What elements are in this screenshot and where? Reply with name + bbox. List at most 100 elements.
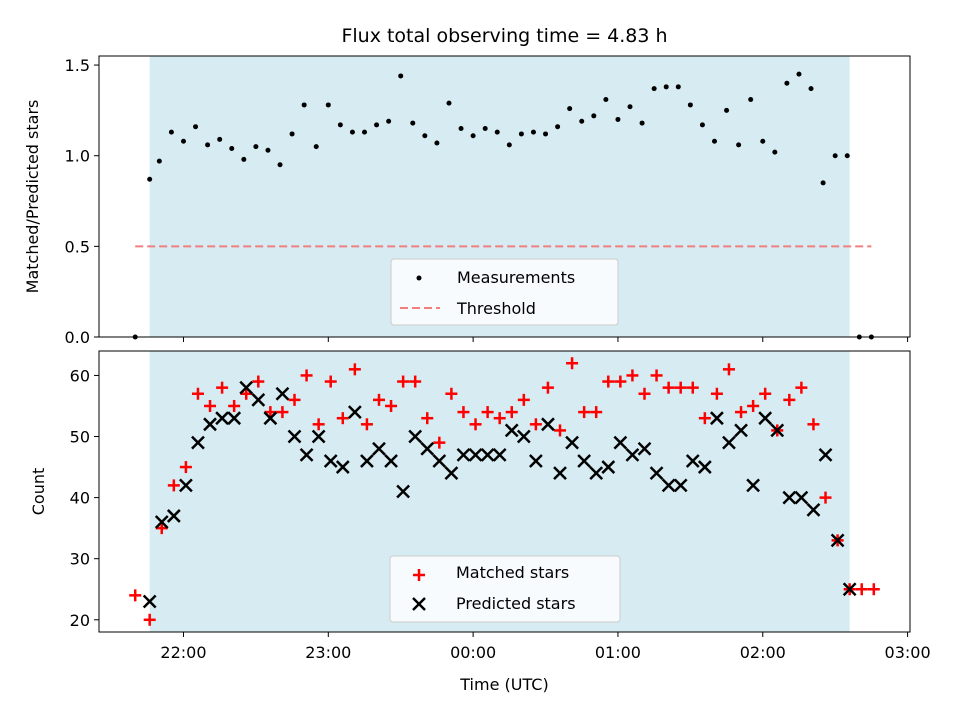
matched-star-point	[469, 418, 482, 431]
predicted-star-point	[275, 386, 290, 401]
bottom-y-axis-label: Count	[29, 468, 48, 516]
matched-star-point	[276, 406, 289, 419]
predicted-star-point	[528, 454, 543, 468]
x-tick-label: 03:00	[885, 643, 931, 662]
bottom-legend: Matched stars Predicted stars	[389, 555, 621, 623]
measurement-point	[772, 149, 778, 155]
measurement-point	[374, 122, 380, 128]
measurement-point	[748, 97, 754, 103]
bottom-x-tick-labels: 22:00 23:00 00:00 01:00 02:00 03:00	[160, 643, 930, 662]
bottom-y-tick-label: 20	[70, 611, 90, 630]
measurement-point	[422, 133, 428, 139]
predicted-star-point	[794, 490, 809, 505]
matched-star-point	[759, 387, 772, 400]
bottom-y-tick-label: 50	[70, 428, 90, 447]
matched-star-point	[191, 387, 204, 400]
x-tick-label: 22:00	[160, 643, 206, 662]
matched-star-point	[493, 412, 506, 425]
measurement-point	[663, 84, 669, 90]
legend-measurements-label: Measurements	[457, 268, 575, 287]
matched-star-point	[433, 436, 446, 449]
top-y-axis-label: Matched/Predicted stars	[23, 100, 42, 294]
measurement-point	[313, 144, 319, 150]
top-y-tick-label: 0.0	[65, 328, 90, 347]
predicted-star-point	[758, 411, 773, 426]
x-tick-label: 02:00	[740, 643, 786, 662]
matched-star-point	[505, 406, 518, 419]
predicted-star-point	[734, 423, 748, 438]
predicted-star-point	[372, 441, 386, 456]
matched-star-point	[300, 369, 313, 382]
predicted-star-point	[818, 447, 833, 462]
measurement-point	[603, 97, 609, 103]
measurement-point	[736, 142, 742, 148]
measurement-point	[168, 129, 174, 135]
predicted-stars-points	[142, 380, 857, 609]
predicted-star-point	[504, 423, 519, 438]
bottom-y-tick-label: 40	[70, 489, 90, 508]
top-plot-frame	[98, 55, 911, 338]
matched-star-point	[324, 375, 337, 388]
matched-star-point	[252, 375, 265, 388]
measurement-point	[277, 162, 283, 168]
measurement-point	[301, 102, 307, 108]
matched-star-point	[867, 583, 880, 596]
predicted-star-point	[601, 460, 616, 474]
measurement-point	[784, 80, 790, 86]
measurement-point	[180, 138, 186, 144]
matched-star-point	[578, 406, 591, 419]
measurement-point	[229, 145, 235, 151]
predicted-star-point	[432, 454, 447, 468]
matched-star-point	[179, 461, 192, 474]
measurement-point	[699, 122, 705, 128]
predicted-star-point	[166, 509, 181, 523]
legend-matched-marker	[413, 569, 425, 581]
predicted-star-point	[782, 490, 797, 505]
predicted-star-point	[239, 380, 254, 395]
matched-star-point	[566, 357, 579, 370]
matched-star-point	[529, 418, 542, 431]
predicted-star-point	[335, 460, 350, 474]
legend-measurement-marker	[416, 275, 422, 281]
predicted-star-point	[347, 405, 362, 419]
matched-star-point	[288, 393, 301, 406]
measurement-point	[808, 86, 814, 92]
matched-star-point	[143, 613, 156, 626]
matched-star-point	[662, 381, 675, 394]
predicted-star-point	[396, 484, 411, 499]
measurement-point	[579, 118, 585, 124]
predicted-star-point	[830, 533, 845, 548]
bottom-panel: 20 30 40 50 60 22:00 23:00 00:00 01:00 02:00 03:0…	[29, 350, 931, 694]
predicted-star-point	[215, 411, 229, 426]
predicted-star-point	[444, 466, 459, 481]
measurement-point	[410, 120, 416, 126]
predicted-star-point	[661, 478, 676, 493]
measurement-point	[591, 113, 597, 119]
predicted-star-point	[685, 454, 700, 468]
measurement-point	[627, 104, 633, 110]
matched-star-point	[554, 424, 567, 437]
legend-predicted-label: Predicted stars	[456, 594, 576, 613]
predicted-star-point	[456, 447, 471, 462]
predicted-star-point	[323, 454, 338, 468]
measurement-point	[147, 176, 153, 182]
measurement-point	[543, 131, 549, 137]
matched-star-point	[735, 406, 748, 419]
predicted-star-point	[697, 460, 712, 474]
predicted-star-point	[468, 447, 483, 462]
top-y-tick-label: 0.5	[65, 237, 90, 256]
matched-star-point	[360, 418, 373, 431]
measurement-point	[530, 129, 536, 135]
predicted-star-point	[142, 594, 157, 609]
predicted-star-point	[746, 478, 760, 493]
matched-star-point	[807, 418, 820, 431]
bottom-plot-frame	[98, 350, 911, 633]
matched-star-point	[167, 479, 180, 492]
legend-threshold-label: Threshold	[456, 299, 536, 318]
matched-star-point	[397, 375, 410, 388]
predicted-star-point	[384, 454, 398, 468]
measurement-point	[253, 144, 259, 150]
predicted-star-point	[179, 478, 193, 493]
predicted-star-point	[480, 447, 495, 462]
